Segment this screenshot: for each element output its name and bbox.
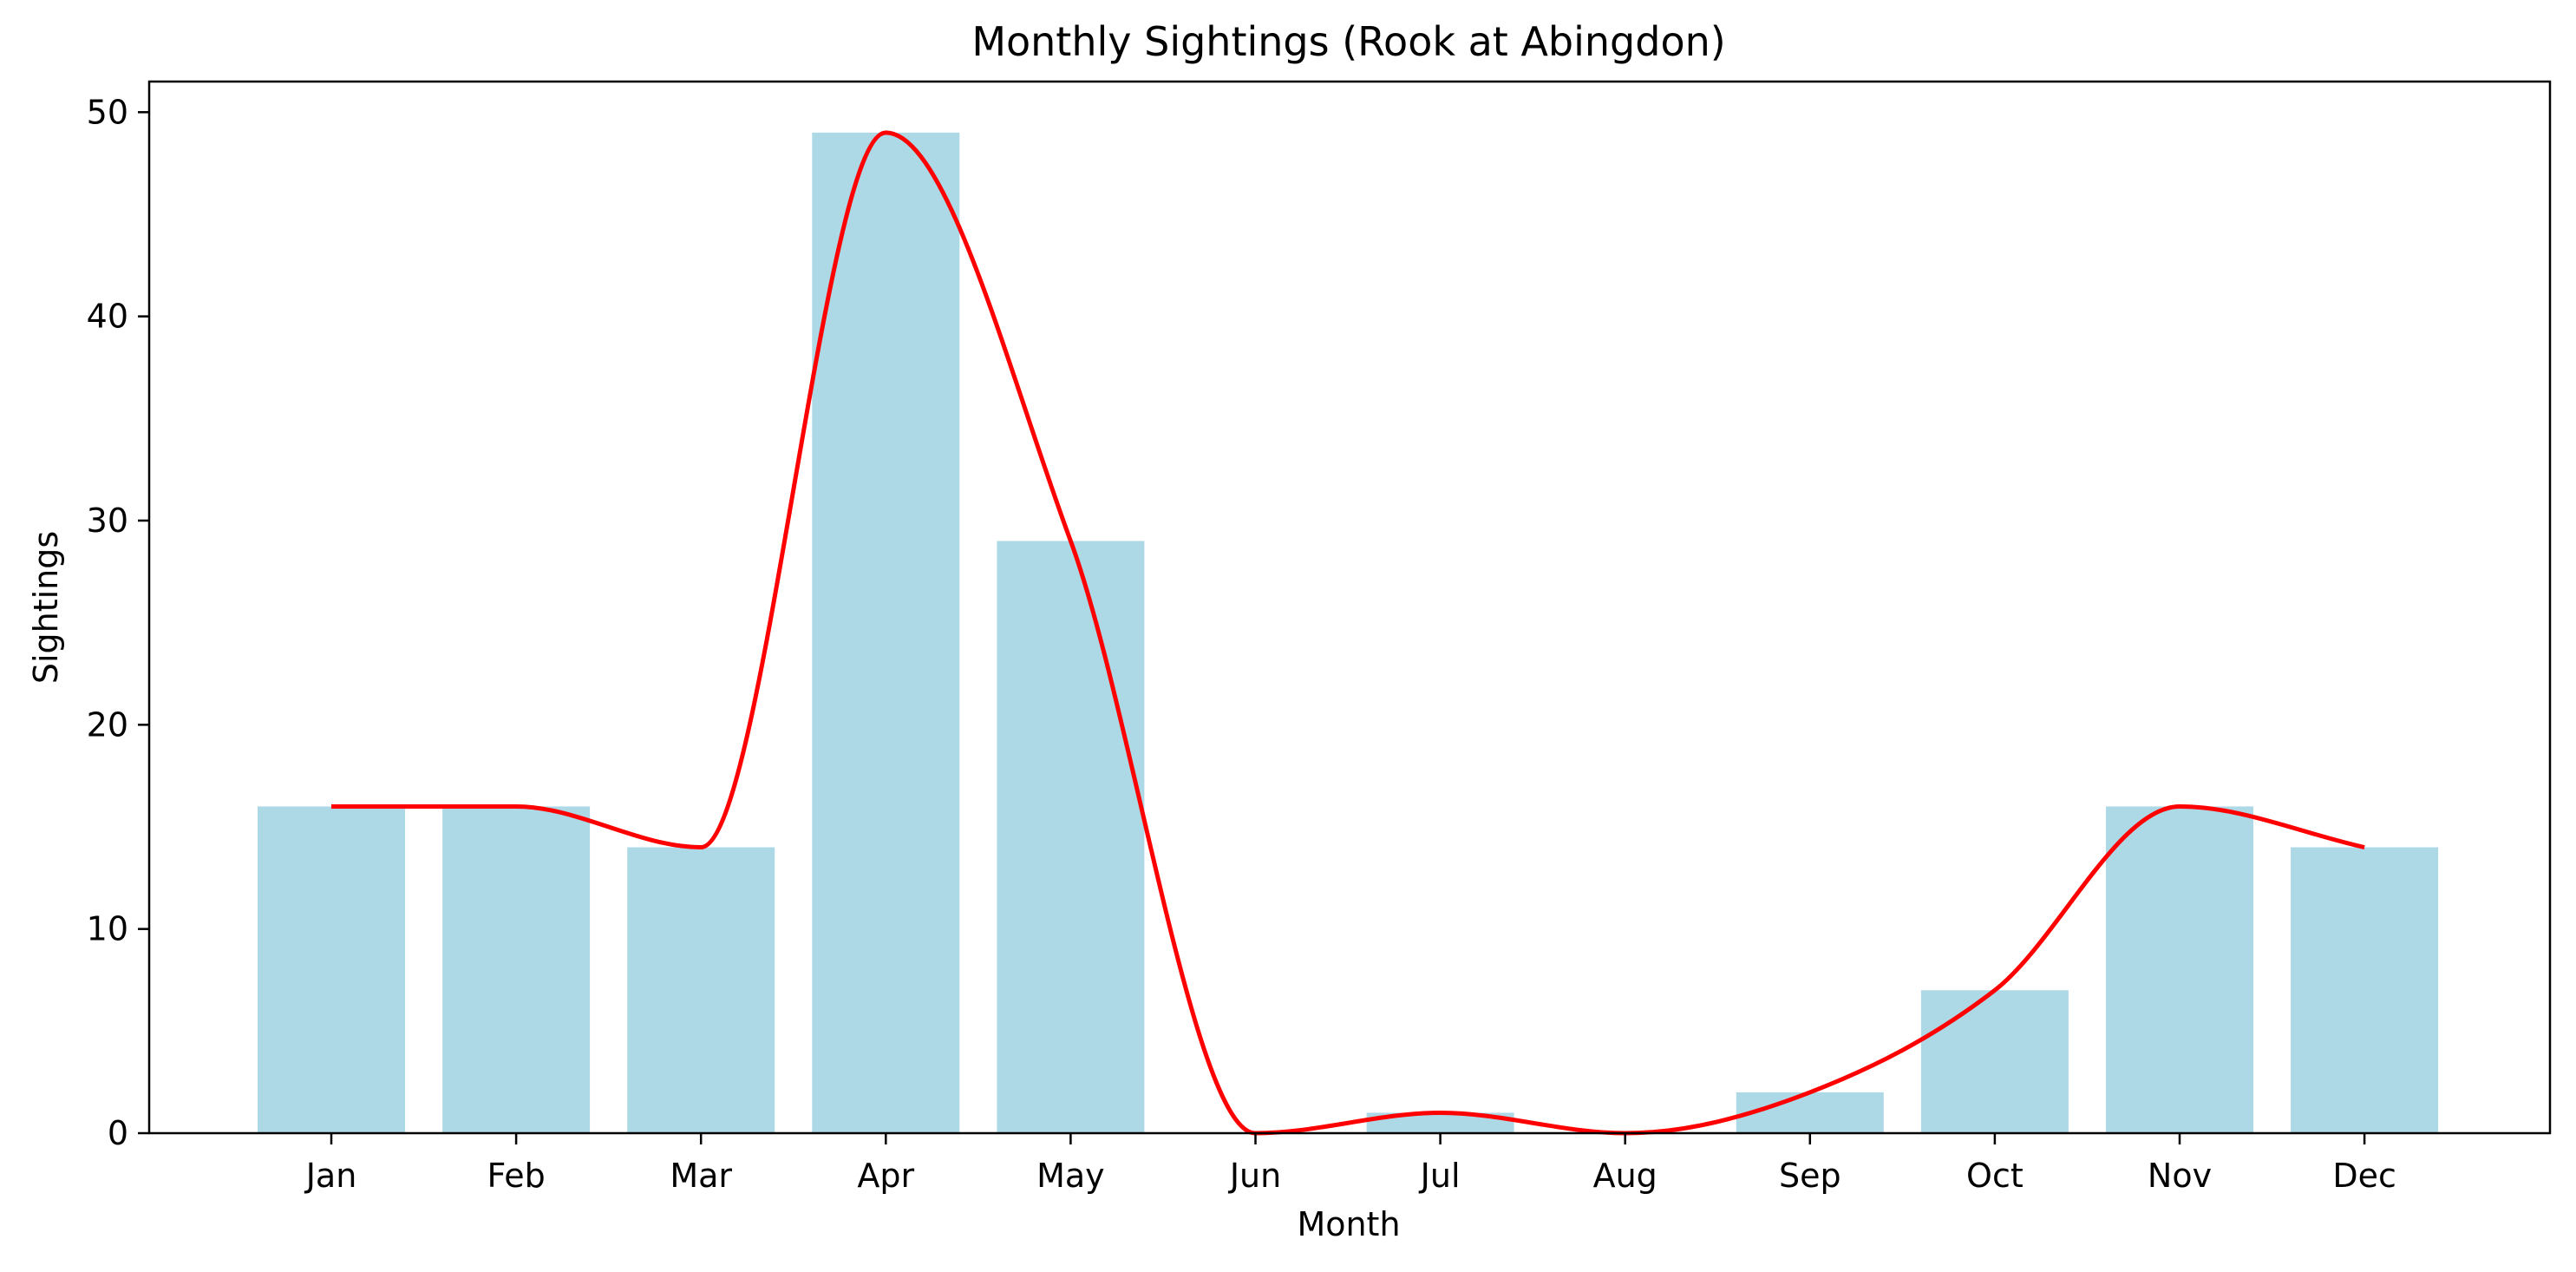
x-tick-label-may: May [1036, 1157, 1105, 1195]
bar-may [997, 541, 1145, 1133]
x-tick-label-jan: Jan [304, 1157, 357, 1195]
x-tick-label-apr: Apr [857, 1157, 914, 1195]
y-tick-label-10: 10 [87, 910, 128, 948]
y-tick-label-0: 0 [108, 1114, 128, 1152]
chart-title: Monthly Sightings (Rook at Abingdon) [971, 18, 1725, 65]
bar-apr [812, 132, 960, 1133]
x-tick-label-nov: Nov [2148, 1157, 2212, 1195]
x-tick-label-dec: Dec [2332, 1157, 2396, 1195]
y-axis-label: Sightings [27, 531, 65, 684]
y-tick-label-30: 30 [87, 502, 128, 540]
plot-frame [147, 80, 2552, 1135]
bar-group [258, 132, 2439, 1133]
bar-sep [1736, 1092, 1884, 1133]
x-tick-label-jun: Jun [1228, 1157, 1281, 1195]
bar-feb [442, 806, 591, 1133]
bar-dec [2291, 847, 2439, 1133]
bar-jan [258, 806, 405, 1133]
x-tick-label-jul: Jul [1419, 1157, 1461, 1195]
x-tick-label-aug: Aug [1593, 1157, 1657, 1195]
y-tick-label-50: 50 [87, 93, 128, 131]
x-tick-label-oct: Oct [1966, 1157, 2024, 1195]
y-tick-label-20: 20 [87, 705, 128, 744]
x-tick-label-sep: Sep [1779, 1157, 1841, 1195]
x-tick-label-feb: Feb [487, 1157, 545, 1195]
trend-line-group [331, 130, 2365, 1136]
y-axis: 0 10 20 30 40 50 [87, 93, 149, 1152]
y-tick-label-40: 40 [87, 298, 128, 336]
bar-mar [627, 847, 775, 1133]
x-axis-label: Month [1297, 1205, 1400, 1243]
bar-jul [1366, 1112, 1514, 1133]
bar-nov [2106, 806, 2253, 1133]
trend-line [331, 130, 2365, 1136]
bar-oct [1920, 990, 2069, 1133]
x-tick-label-mar: Mar [670, 1157, 732, 1195]
x-axis: Jan Feb Mar Apr May Jun Jul Aug Sep Oct Nov Dec [304, 1133, 2396, 1195]
